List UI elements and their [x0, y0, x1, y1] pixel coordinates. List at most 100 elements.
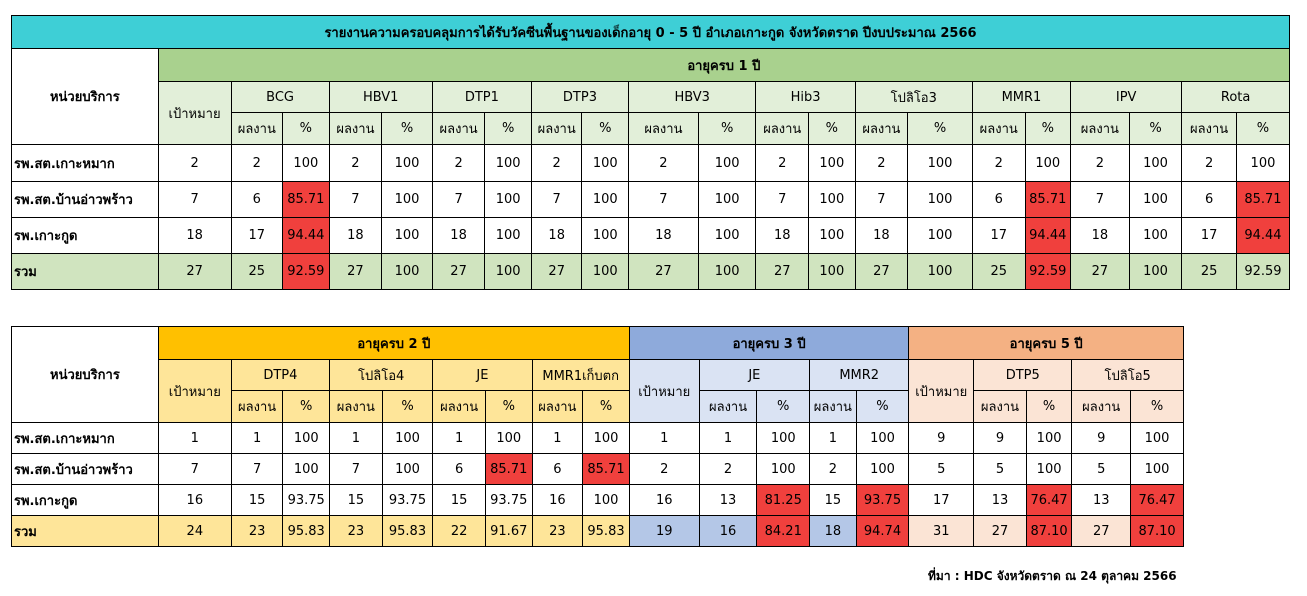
percent-cell: 76.47 — [1025, 484, 1073, 516]
count-cell: 2 — [854, 144, 909, 182]
target-cell: 1 — [628, 422, 700, 454]
unit-column-header: หน่วยบริการ — [11, 48, 159, 145]
count-cell: 7 — [431, 181, 486, 218]
count-subheader: ผลงาน — [230, 390, 284, 423]
target-cell: 9 — [908, 422, 975, 454]
vaccine-header: Hib3 — [755, 81, 856, 113]
target-cell: 19 — [628, 515, 700, 547]
count-cell: 23 — [230, 515, 284, 547]
percent-subheader: % — [484, 390, 533, 423]
count-cell: 13 — [698, 484, 758, 516]
percent-cell: 100 — [907, 253, 973, 290]
count-cell: 27 — [1071, 515, 1132, 547]
percent-cell: 95.83 — [381, 515, 434, 547]
percent-subheader: % — [1025, 390, 1073, 423]
percent-subheader: % — [282, 112, 330, 145]
percent-cell: 100 — [697, 217, 757, 254]
percent-cell: 100 — [484, 181, 532, 218]
target-cell: 7 — [157, 453, 232, 485]
percent-cell: 100 — [756, 453, 811, 485]
count-cell: 2 — [431, 144, 486, 182]
percent-cell: 100 — [1130, 453, 1184, 485]
target-header: เป้าหมาย — [157, 359, 232, 423]
percent-cell: 100 — [1128, 217, 1183, 254]
target-cell: 1 — [157, 422, 232, 454]
count-subheader: ผลงาน — [973, 390, 1027, 423]
percent-cell: 100 — [282, 422, 331, 454]
target-cell: 16 — [628, 484, 700, 516]
count-cell: 1 — [329, 422, 383, 454]
count-cell: 6 — [230, 181, 284, 218]
percent-cell: 100 — [1130, 422, 1184, 454]
count-cell: 27 — [431, 253, 486, 290]
count-cell: 1 — [531, 422, 584, 454]
count-cell: 15 — [230, 484, 284, 516]
count-cell: 27 — [628, 253, 699, 290]
percent-cell: 91.67 — [484, 515, 533, 547]
percent-cell: 100 — [855, 453, 910, 485]
target-cell: 17 — [908, 484, 975, 516]
count-subheader: ผลงาน — [1181, 112, 1237, 145]
percent-cell: 100 — [1235, 144, 1291, 182]
percent-subheader: % — [1128, 112, 1183, 145]
percent-cell: 100 — [381, 181, 433, 218]
count-cell: 2 — [230, 144, 284, 182]
percent-cell: 100 — [808, 217, 856, 254]
percent-cell: 100 — [381, 144, 433, 182]
count-subheader: ผลงาน — [530, 112, 583, 145]
vaccine-header: MMR1 — [971, 81, 1072, 113]
percent-cell: 100 — [381, 253, 433, 290]
percent-cell: 100 — [1128, 181, 1183, 218]
table-row: รพ.เกาะกูด 16 15 93.75 15 93.75 15 93.75 16 100 16… — [11, 484, 1184, 516]
count-cell: 2 — [328, 144, 383, 182]
count-subheader: ผลงาน — [431, 112, 486, 145]
percent-subheader: % — [808, 112, 856, 145]
percent-cell: 76.47 — [1130, 484, 1184, 516]
percent-cell: 95.83 — [282, 515, 331, 547]
unit-name-cell: รพ.สต.บ้านอ่าวพร้าว — [11, 453, 159, 485]
count-subheader: ผลงาน — [432, 390, 486, 423]
count-subheader: ผลงาน — [971, 112, 1026, 145]
percent-cell: 94.44 — [282, 217, 330, 254]
percent-cell: 85.71 — [484, 453, 533, 485]
percent-subheader: % — [282, 390, 331, 423]
count-cell: 23 — [329, 515, 383, 547]
percent-cell: 100 — [582, 422, 630, 454]
percent-cell: 100 — [582, 484, 630, 516]
count-cell: 5 — [1071, 453, 1132, 485]
count-cell: 25 — [230, 253, 284, 290]
count-subheader: ผลงาน — [755, 112, 810, 145]
vaccine-header: โปลิโอ4 — [329, 359, 434, 391]
count-cell: 27 — [1070, 253, 1130, 290]
count-cell: 7 — [1070, 181, 1130, 218]
count-cell: 5 — [973, 453, 1027, 485]
percent-cell: 100 — [697, 181, 757, 218]
percent-cell: 100 — [697, 144, 757, 182]
percent-cell: 85.71 — [282, 181, 330, 218]
vaccine-header: HBV3 — [628, 81, 757, 113]
target-cell: 2 — [157, 144, 232, 182]
percent-cell: 100 — [907, 217, 973, 254]
percent-cell: 100 — [1128, 144, 1183, 182]
vaccine-header: DTP3 — [530, 81, 630, 113]
percent-cell: 100 — [907, 144, 973, 182]
percent-cell: 87.10 — [1130, 515, 1184, 547]
percent-cell: 100 — [1024, 144, 1072, 182]
percent-cell: 94.74 — [855, 515, 910, 547]
percent-cell: 100 — [855, 422, 910, 454]
count-subheader: ผลงาน — [698, 390, 758, 423]
percent-cell: 100 — [484, 253, 532, 290]
percent-cell: 100 — [808, 253, 856, 290]
percent-subheader: % — [855, 390, 910, 423]
table-row: รพ.เกาะกูด 18 17 94.44 18 100 18 100 18 100 18 100 1… — [11, 217, 1291, 254]
age2-group-header: อายุครบ 2 ปี — [157, 326, 630, 360]
unit-name-cell: รวม — [11, 515, 159, 547]
unit-column-header: หน่วยบริการ — [11, 326, 159, 423]
percent-cell: 85.71 — [1024, 181, 1072, 218]
count-cell: 2 — [755, 144, 810, 182]
unit-name-cell: รพ.สต.บ้านอ่าวพร้าว — [11, 181, 159, 218]
count-cell: 7 — [854, 181, 909, 218]
count-cell: 18 — [755, 217, 810, 254]
unit-name-cell: รพ.เกาะกูด — [11, 484, 159, 516]
target-cell: 18 — [157, 217, 232, 254]
